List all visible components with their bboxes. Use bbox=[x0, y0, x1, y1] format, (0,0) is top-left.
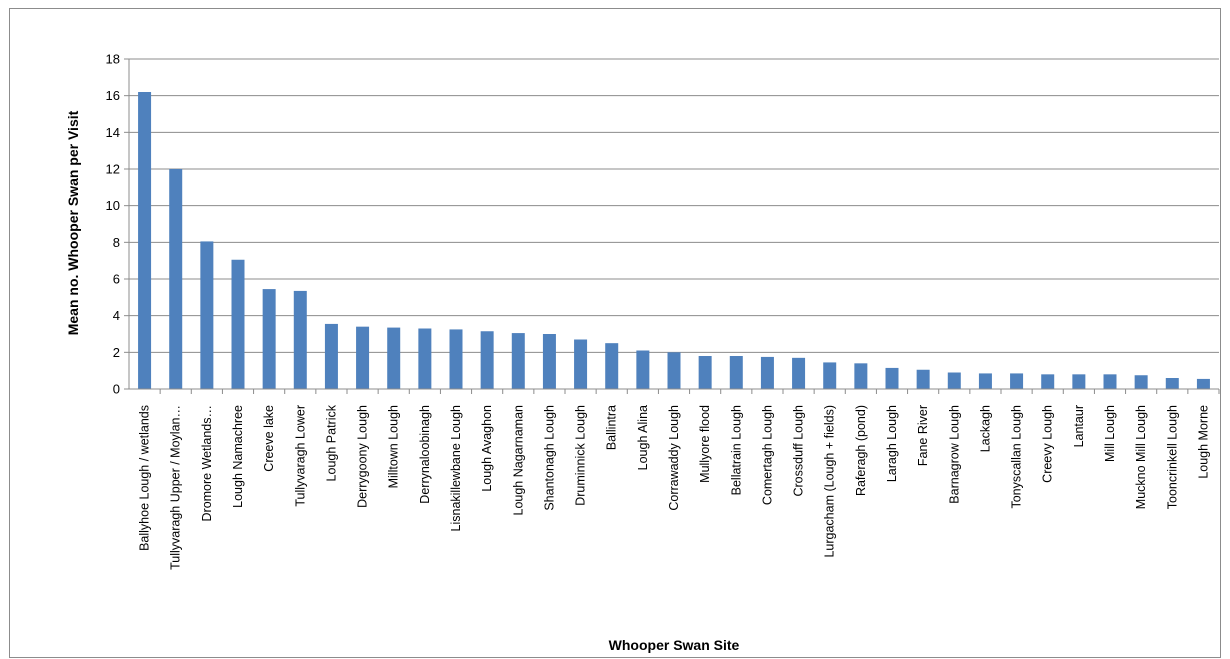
bar bbox=[169, 169, 183, 389]
bar bbox=[729, 356, 743, 389]
x-category-label: Ballintra bbox=[605, 405, 619, 450]
bars bbox=[138, 92, 1210, 389]
x-category-label: Comertagh Lough bbox=[760, 405, 774, 505]
bar bbox=[792, 357, 806, 389]
bar bbox=[262, 289, 276, 389]
bar-chart: 0 2 4 6 8 10 12 14 16 18 Ballyhoe Lough / wetland… bbox=[65, 52, 1220, 653]
bar bbox=[511, 333, 525, 389]
bar bbox=[1134, 375, 1148, 389]
y-axis-title: Mean no. Whooper Swan per Visit bbox=[65, 110, 81, 335]
y-tick-label: 8 bbox=[113, 235, 120, 250]
x-category-label: Tullyvaragh Lower bbox=[293, 405, 307, 507]
x-category-label: Muckno Mill Lough bbox=[1134, 405, 1148, 509]
bar bbox=[324, 323, 338, 389]
x-category-label: Barnagrow Lough bbox=[947, 405, 961, 504]
bar bbox=[1165, 378, 1179, 389]
x-category-label: Derrygoony Lough bbox=[356, 405, 370, 508]
y-tick-label: 12 bbox=[106, 162, 120, 177]
bar bbox=[1072, 374, 1086, 389]
bar bbox=[916, 369, 930, 389]
bar bbox=[356, 326, 370, 389]
bar bbox=[449, 329, 463, 389]
x-axis-title: Whooper Swan Site bbox=[609, 637, 740, 653]
bar bbox=[418, 328, 432, 389]
bar bbox=[293, 290, 307, 389]
bar bbox=[200, 241, 214, 389]
bar bbox=[480, 331, 494, 389]
y-tick-label: 0 bbox=[113, 382, 120, 397]
x-category-label: Raferagh (pond) bbox=[854, 405, 868, 496]
bar bbox=[698, 356, 712, 389]
bar bbox=[1010, 373, 1024, 389]
bar bbox=[854, 363, 868, 389]
gridlines bbox=[129, 58, 1219, 353]
y-axis-ticks: 0 2 4 6 8 10 12 14 16 18 bbox=[106, 52, 129, 397]
bar bbox=[947, 372, 961, 389]
x-category-label: Milltown Lough bbox=[387, 405, 401, 488]
bar bbox=[138, 92, 152, 389]
x-category-label: Lough Namachree bbox=[231, 405, 245, 508]
x-category-label: Tullyvaragh Upper / Moylan… bbox=[169, 405, 183, 570]
x-category-label: Creevy Lough bbox=[1041, 405, 1055, 483]
x-category-label: Derrynaloobinagh bbox=[418, 405, 432, 504]
x-category-label: Lurgacham (Lough + fields) bbox=[823, 405, 837, 558]
y-tick-label: 2 bbox=[113, 345, 120, 360]
bar bbox=[636, 350, 650, 389]
x-category-label: Lough Avaghon bbox=[480, 405, 494, 492]
x-category-label: Corrawaddy Lough bbox=[667, 405, 681, 511]
x-category-label: Lisnakillewbane Lough bbox=[449, 405, 463, 532]
bar bbox=[1103, 374, 1117, 389]
bar bbox=[823, 362, 837, 389]
x-category-label: Mullyore flood bbox=[698, 405, 712, 483]
y-tick-label: 18 bbox=[106, 52, 120, 67]
bar bbox=[574, 339, 588, 389]
x-category-label: Bellatrain Lough bbox=[729, 405, 743, 495]
x-category-label: Crossduff Lough bbox=[792, 405, 806, 497]
bar bbox=[231, 259, 245, 389]
bar bbox=[387, 327, 401, 389]
bar bbox=[605, 343, 619, 389]
x-category-label: Lackagh bbox=[978, 405, 992, 452]
bar bbox=[1041, 374, 1055, 389]
bar bbox=[542, 334, 556, 389]
x-category-label: Creeve lake bbox=[262, 405, 276, 472]
x-axis-categories: Ballyhoe Lough / wetlands Tullyvaragh Upp… bbox=[138, 389, 1220, 570]
x-category-label: Shantonagh Lough bbox=[542, 405, 556, 511]
y-tick-label: 6 bbox=[113, 272, 120, 287]
x-category-label: Dromore Wetlands… bbox=[200, 405, 214, 521]
x-category-label: Lough Nagarnaman bbox=[511, 405, 525, 516]
x-category-label: Lough Morne bbox=[1196, 405, 1210, 479]
x-category-label: Lough Patrick bbox=[324, 404, 338, 481]
x-category-label: Laragh Lough bbox=[885, 405, 899, 482]
x-category-label: Lough Alina bbox=[636, 405, 650, 470]
bar bbox=[978, 373, 992, 389]
chart-frame: 0 2 4 6 8 10 12 14 16 18 Ballyhoe Lough / wetland… bbox=[9, 8, 1221, 658]
x-category-label: Druminnick Lough bbox=[574, 405, 588, 506]
x-category-label: Tooncrinkell Lough bbox=[1165, 405, 1179, 509]
y-tick-label: 16 bbox=[106, 88, 120, 103]
bar bbox=[760, 356, 774, 389]
x-category-label: Mill Lough bbox=[1103, 405, 1117, 462]
bar bbox=[1196, 378, 1210, 389]
y-tick-label: 14 bbox=[106, 125, 120, 140]
x-category-label: Tonyscallan Lough bbox=[1010, 405, 1024, 509]
y-tick-label: 10 bbox=[106, 198, 120, 213]
x-category-label: Ballyhoe Lough / wetlands bbox=[138, 405, 152, 551]
x-category-label: Lantaur bbox=[1072, 405, 1086, 447]
bar bbox=[885, 367, 899, 389]
bar bbox=[667, 352, 681, 389]
y-tick-label: 4 bbox=[113, 308, 120, 323]
x-category-label: Fane River bbox=[916, 405, 930, 466]
